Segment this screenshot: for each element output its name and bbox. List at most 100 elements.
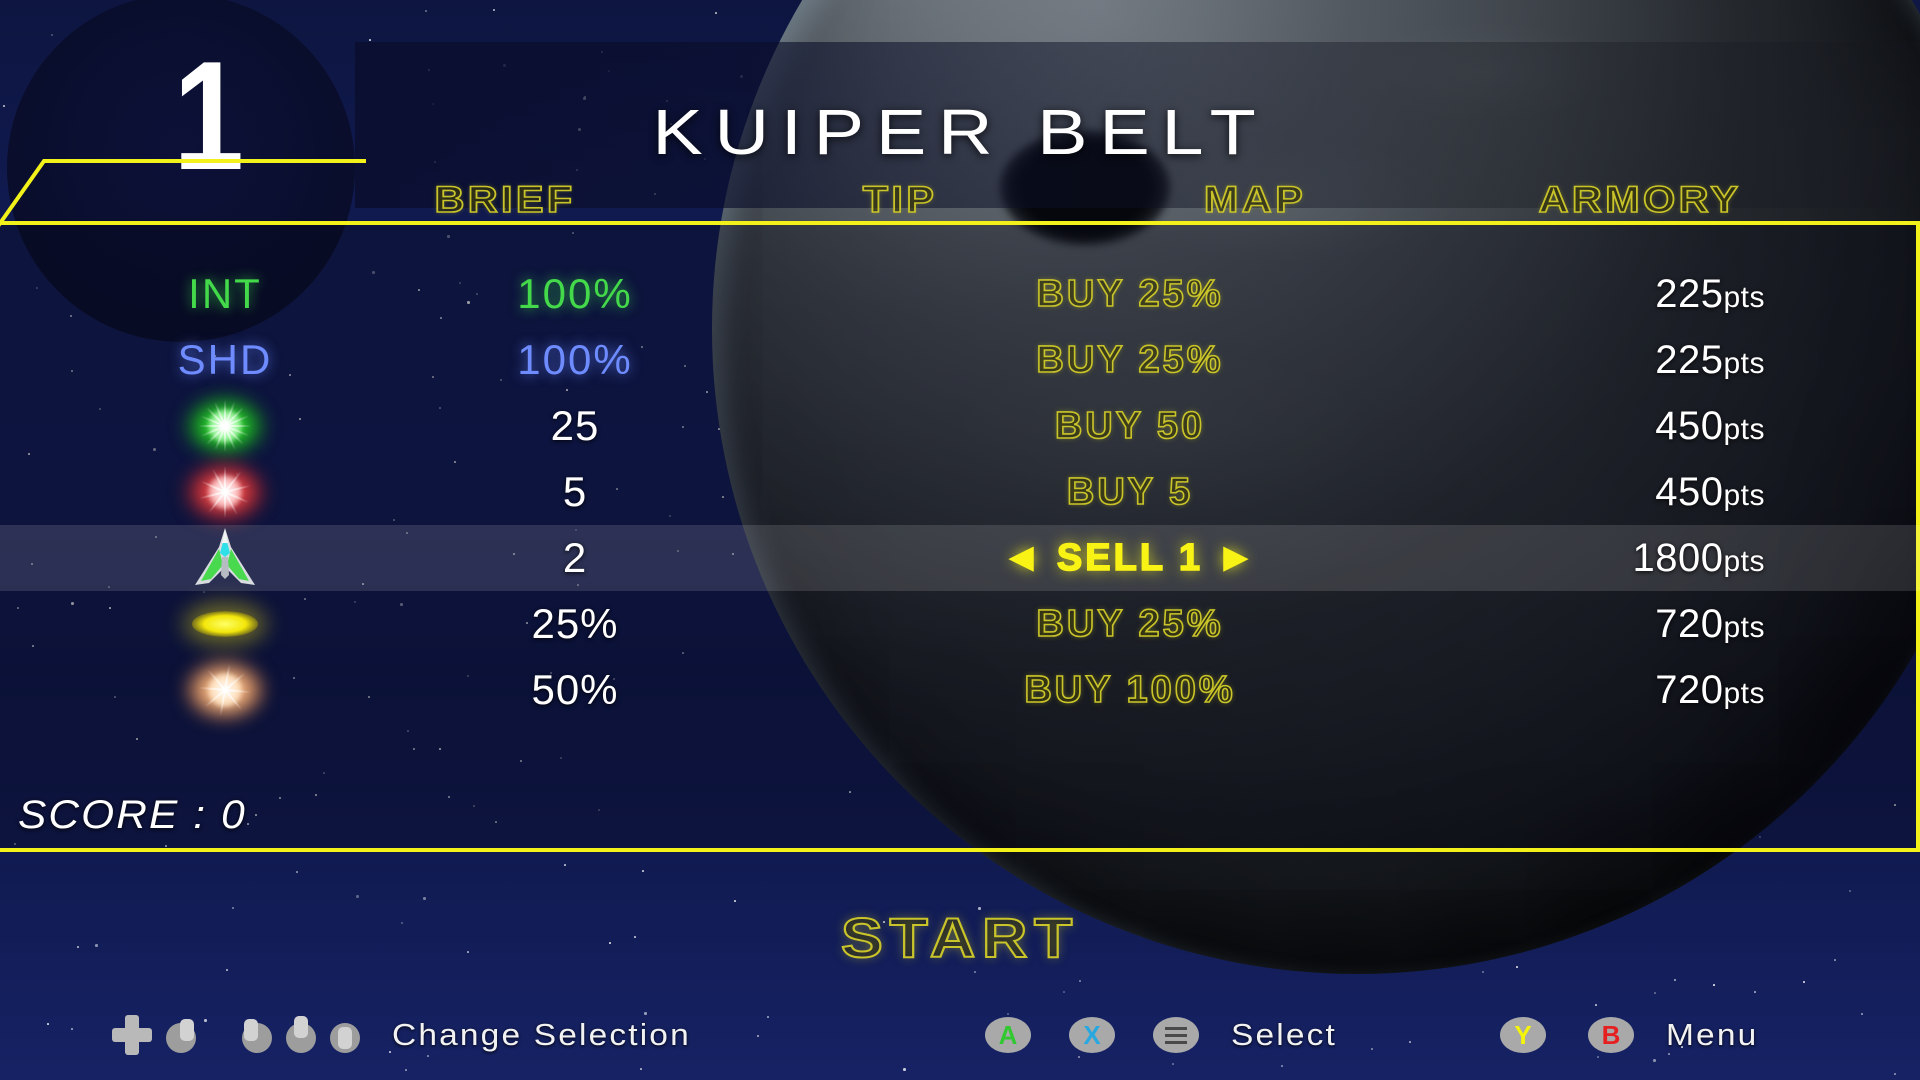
- control-hints-bar: Change Selection A X Select Y B Menu: [0, 1005, 1920, 1065]
- buy-button-missile[interactable]: BUY 50: [1054, 404, 1206, 448]
- price-value: 720: [1655, 601, 1724, 646]
- row-price: 450pts: [1420, 404, 1765, 449]
- price-unit: pts: [1723, 280, 1765, 314]
- armory-rows: INT 100% BUY 25% 225pts SHD 100%: [0, 261, 1920, 723]
- power-percent: 50%: [531, 666, 619, 713]
- row-action[interactable]: BUY 25%: [800, 602, 1460, 646]
- orange-burst-icon: [186, 661, 264, 719]
- tab-brief-label: BRIEF: [434, 178, 576, 221]
- table-row-selected[interactable]: 2 ◄ SELL 1 ► 1800pts: [0, 525, 1920, 591]
- price-value: 1800: [1632, 535, 1724, 580]
- row-action[interactable]: ◄ SELL 1 ►: [800, 536, 1460, 580]
- buy-button-power[interactable]: BUY 100%: [1024, 668, 1236, 712]
- button-b-icon: B: [1588, 1017, 1634, 1053]
- hint-label-menu: Menu: [1666, 1017, 1759, 1052]
- panel-border: [0, 221, 1920, 852]
- row-price: 720pts: [1420, 602, 1765, 647]
- tab-tip[interactable]: TIP: [777, 169, 1023, 231]
- price-unit: pts: [1723, 676, 1765, 710]
- row-value: 100%: [410, 270, 740, 318]
- price-unit: pts: [1723, 610, 1765, 644]
- price-unit: pts: [1723, 544, 1765, 578]
- hint-change-selection: Change Selection: [112, 1005, 689, 1065]
- row-icon-cell: [110, 657, 340, 723]
- buy-button-bomb[interactable]: BUY 5: [1066, 470, 1194, 514]
- stick-right-icon: [166, 1017, 196, 1053]
- price-value: 450: [1655, 403, 1724, 448]
- row-price: 225pts: [1420, 338, 1765, 383]
- row-value: 50%: [410, 666, 740, 714]
- price-unit: pts: [1723, 478, 1765, 512]
- missile-count: 25: [550, 402, 600, 449]
- hint-label-change-selection: Change Selection: [392, 1017, 691, 1052]
- row-label-shd: SHD: [110, 336, 340, 384]
- shd-value: 100%: [517, 336, 633, 383]
- buy-button-int[interactable]: BUY 25%: [1036, 272, 1224, 316]
- red-star-icon: [186, 463, 264, 521]
- row-price: 720pts: [1420, 668, 1765, 713]
- price-value: 225: [1655, 337, 1724, 382]
- title-band: [355, 42, 1920, 208]
- stick-down-icon: [330, 1017, 360, 1053]
- row-action[interactable]: BUY 25%: [800, 272, 1460, 316]
- table-row[interactable]: 25 BUY 50 450pts: [0, 393, 1920, 459]
- hint-select: A X Select: [985, 1005, 1335, 1065]
- level-title: KUIPER BELT: [652, 96, 1268, 168]
- buy-button-shield[interactable]: BUY 25%: [1036, 602, 1224, 646]
- hint-menu: Y B Menu: [1500, 1005, 1756, 1065]
- row-icon-cell: [110, 459, 340, 525]
- int-label: INT: [188, 270, 262, 317]
- row-value: 2: [410, 534, 740, 582]
- table-row[interactable]: INT 100% BUY 25% 225pts: [0, 261, 1920, 327]
- shd-label: SHD: [177, 336, 273, 383]
- tab-row: BRIEF TIP MAP ARMORY: [0, 169, 1920, 231]
- menu-button-icon: [1153, 1017, 1199, 1053]
- armory-panel: BRIEF TIP MAP ARMORY INT 100% BUY 25% 22…: [0, 159, 1920, 852]
- price-value: 720: [1655, 667, 1724, 712]
- row-icon-cell: [110, 591, 340, 657]
- tab-armory-label: ARMORY: [1538, 178, 1742, 221]
- button-y-icon: Y: [1500, 1017, 1546, 1053]
- yellow-ring-icon: [192, 611, 258, 637]
- ship-icon: [195, 528, 255, 585]
- row-action[interactable]: BUY 25%: [800, 338, 1460, 382]
- dpad-icon: [112, 1015, 152, 1055]
- price-unit: pts: [1723, 346, 1765, 380]
- score-display: SCORE : 0: [18, 793, 247, 837]
- button-a-icon: A: [985, 1017, 1031, 1053]
- row-value: 100%: [410, 336, 740, 384]
- button-x-icon: X: [1069, 1017, 1115, 1053]
- buy-button-shd[interactable]: BUY 25%: [1036, 338, 1224, 382]
- bomb-count: 5: [562, 468, 588, 515]
- green-star-icon: [186, 397, 264, 455]
- start-button[interactable]: START: [840, 905, 1079, 970]
- tab-map-label: MAP: [1203, 178, 1307, 221]
- tab-map[interactable]: MAP: [1132, 169, 1378, 231]
- row-icon-cell: [110, 525, 340, 591]
- int-value: 100%: [517, 270, 633, 317]
- table-row[interactable]: 25% BUY 25% 720pts: [0, 591, 1920, 657]
- row-action[interactable]: BUY 100%: [800, 668, 1460, 712]
- row-price: 450pts: [1420, 470, 1765, 515]
- row-action[interactable]: BUY 5: [800, 470, 1460, 514]
- hint-label-select: Select: [1231, 1017, 1338, 1052]
- table-row[interactable]: 50% BUY 100% 720pts: [0, 657, 1920, 723]
- row-price: 225pts: [1420, 272, 1765, 317]
- row-value: 25%: [410, 600, 740, 648]
- stick-up-icon: [286, 1016, 316, 1053]
- tab-brief[interactable]: BRIEF: [343, 169, 668, 231]
- row-action[interactable]: BUY 50: [800, 404, 1460, 448]
- row-value: 5: [410, 468, 740, 516]
- price-value: 225: [1655, 271, 1724, 316]
- table-row[interactable]: SHD 100% BUY 25% 225pts: [0, 327, 1920, 393]
- tab-tip-label: TIP: [862, 178, 938, 221]
- sell-button-ship[interactable]: ◄ SELL 1 ►: [1002, 536, 1258, 580]
- row-icon-cell: [110, 393, 340, 459]
- row-label-int: INT: [110, 270, 340, 318]
- price-unit: pts: [1723, 412, 1765, 446]
- table-row[interactable]: 5 BUY 5 450pts: [0, 459, 1920, 525]
- row-value: 25: [410, 402, 740, 450]
- ship-count: 2: [562, 534, 588, 581]
- tab-armory[interactable]: ARMORY: [1416, 169, 1864, 231]
